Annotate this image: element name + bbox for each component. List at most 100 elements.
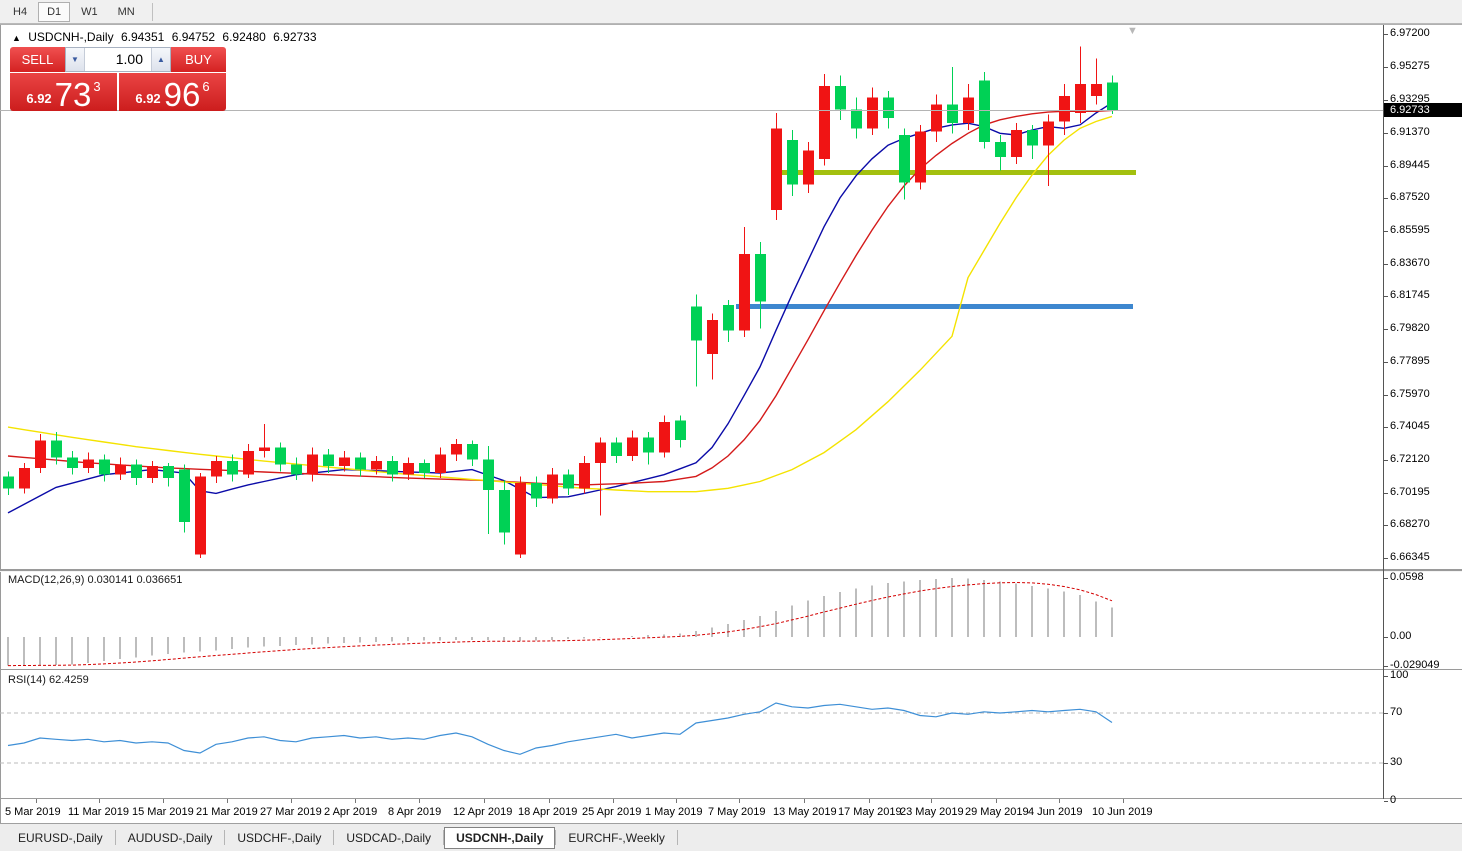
timeframe-button-d1[interactable]: D1 <box>38 1 71 22</box>
one-click-trading-widget: SELL ▼ 1.00 ▲ BUY 6.92 73 3 6.92 96 6 <box>10 47 226 111</box>
date-axis-label[interactable]: 10 Jun 2019 <box>1092 806 1153 818</box>
rsi-axis-label[interactable]: 0 <box>1390 794 1397 806</box>
rsi-axis-label[interactable]: 30 <box>1390 756 1403 768</box>
candle-body <box>1107 82 1118 110</box>
date-axis-tick <box>419 799 420 803</box>
macd-axis-label[interactable]: 0.0598 <box>1390 571 1424 583</box>
date-axis-label[interactable]: 2 Apr 2019 <box>324 806 378 818</box>
macd-axis-label[interactable]: -0.029049 <box>1390 659 1440 671</box>
price-chart-canvas[interactable] <box>0 25 1383 569</box>
macd-histogram-bar <box>535 637 537 641</box>
price-axis-label[interactable]: 6.95275 <box>1390 60 1430 72</box>
symbol-tab-eurusd-daily[interactable]: EURUSD-,Daily <box>18 830 103 845</box>
candle-body <box>787 140 798 185</box>
date-axis-label[interactable]: 13 May 2019 <box>773 806 837 818</box>
price-axis-label[interactable]: 6.97200 <box>1390 27 1430 39</box>
rsi-axis-label[interactable]: 70 <box>1390 706 1403 718</box>
date-axis-label[interactable]: 25 Apr 2019 <box>582 806 642 818</box>
candle-body <box>19 467 30 489</box>
macd-histogram-bar <box>167 637 169 654</box>
macd-histogram-bar <box>727 624 729 637</box>
date-axis-label[interactable]: 15 Mar 2019 <box>132 806 194 818</box>
pane-separator-price-macd[interactable] <box>0 569 1462 572</box>
price-axis-label[interactable]: 6.89445 <box>1390 159 1430 171</box>
macd-axis-tick <box>1384 666 1388 667</box>
macd-histogram-bar <box>503 637 505 641</box>
candle-body <box>227 461 238 475</box>
price-axis-label[interactable]: 6.74045 <box>1390 420 1430 432</box>
date-axis-label[interactable]: 4 Jun 2019 <box>1028 806 1083 818</box>
price-axis-label[interactable]: 6.77895 <box>1390 355 1430 367</box>
pane-separator-macd-rsi[interactable] <box>0 669 1462 670</box>
timeframe-toolbar: H4 D1 W1 MN <box>0 0 1462 24</box>
date-axis-label[interactable]: 18 Apr 2019 <box>518 806 578 818</box>
date-axis-label[interactable]: 21 Mar 2019 <box>196 806 258 818</box>
date-axis-label[interactable]: 7 May 2019 <box>708 806 766 818</box>
price-axis-label[interactable]: 6.68270 <box>1390 518 1430 530</box>
candle-body <box>419 462 430 473</box>
timeframe-button-h4[interactable]: H4 <box>13 5 28 18</box>
symbol-tab-audusd-daily[interactable]: AUDUSD-,Daily <box>127 830 213 845</box>
price-axis-label[interactable]: 6.83670 <box>1390 257 1430 269</box>
sell-price-sup: 3 <box>93 79 101 94</box>
macd-histogram-bar <box>1095 601 1097 637</box>
symbol-tab-divider <box>114 830 116 845</box>
buy-button[interactable]: BUY <box>171 47 226 72</box>
macd-histogram-bar <box>903 581 905 637</box>
price-axis-label[interactable]: 6.72120 <box>1390 453 1430 465</box>
symbol-tab-usdcad-daily[interactable]: USDCAD-,Daily <box>346 830 432 845</box>
date-axis-label[interactable]: 12 Apr 2019 <box>453 806 513 818</box>
price-axis-label[interactable]: 6.91370 <box>1390 126 1430 138</box>
price-axis-label[interactable]: 6.85595 <box>1390 224 1430 236</box>
symbol-tab-bar: EURUSD-,Daily AUDUSD-,Daily USDCHF-,Daily U… <box>0 824 1462 851</box>
macd-histogram-bar <box>599 637 601 638</box>
price-axis-label[interactable]: 6.81745 <box>1390 289 1430 301</box>
support-ray[interactable] <box>736 304 1133 309</box>
symbol-tab-eurchf-weekly[interactable]: EURCHF-,Weekly <box>568 830 665 845</box>
resistance-ray[interactable] <box>776 170 1136 175</box>
date-axis-label[interactable]: 17 May 2019 <box>838 806 902 818</box>
candle-body <box>339 457 350 467</box>
volume-input[interactable]: 1.00 <box>115 51 143 67</box>
rsi-axis-label[interactable]: 100 <box>1390 669 1409 681</box>
price-axis-label[interactable]: 6.66345 <box>1390 551 1430 563</box>
sell-price-panel[interactable]: 6.92 73 3 <box>10 73 117 111</box>
macd-histogram-bar <box>151 637 153 656</box>
candle-body <box>707 320 718 355</box>
price-axis-label[interactable]: 6.70195 <box>1390 486 1430 498</box>
symbol-tab-usdcnh-daily[interactable]: USDCNH-,Daily <box>444 826 556 849</box>
volume-decrease-button[interactable]: ▼ <box>66 48 85 71</box>
price-axis-tick <box>1384 460 1388 461</box>
scroll-to-end-icon[interactable]: ▼ <box>1127 25 1138 37</box>
date-axis-label[interactable]: 27 Mar 2019 <box>260 806 322 818</box>
candle-body <box>115 464 126 475</box>
rsi-chart-canvas[interactable] <box>0 671 1383 798</box>
sell-price-big: 73 <box>54 75 92 113</box>
price-axis-label[interactable]: 6.79820 <box>1390 322 1430 334</box>
date-axis-label[interactable]: 8 Apr 2019 <box>388 806 442 818</box>
date-axis-label[interactable]: 5 Mar 2019 <box>5 806 61 818</box>
date-axis-label[interactable]: 23 May 2019 <box>900 806 964 818</box>
price-axis-tick <box>1384 133 1388 134</box>
timeframe-button-w1[interactable]: W1 <box>81 5 98 18</box>
date-axis-label[interactable]: 11 Mar 2019 <box>68 806 129 818</box>
date-axis-label[interactable]: 1 May 2019 <box>645 806 703 818</box>
macd-histogram-bar <box>359 637 361 643</box>
macd-axis-label[interactable]: 0.00 <box>1390 630 1412 642</box>
date-axis-label[interactable]: 29 May 2019 <box>965 806 1029 818</box>
price-axis-label[interactable]: 6.93295 <box>1390 93 1430 105</box>
volume-increase-button[interactable]: ▲ <box>151 48 170 71</box>
sell-price-prefix: 6.92 <box>26 91 52 106</box>
timeframe-button-mn[interactable]: MN <box>117 5 135 18</box>
price-axis-label[interactable]: 6.87520 <box>1390 191 1430 203</box>
macd-label: MACD(12,26,9) 0.030141 0.036651 <box>8 574 182 586</box>
symbol-tab-usdchf-daily[interactable]: USDCHF-,Daily <box>237 830 322 845</box>
macd-chart-canvas[interactable] <box>0 571 1383 669</box>
macd-histogram-bar <box>519 637 521 642</box>
sell-button[interactable]: SELL <box>10 47 65 72</box>
candle-body <box>611 442 622 456</box>
price-axis-label[interactable]: 6.75970 <box>1390 388 1430 400</box>
buy-price-sup: 6 <box>202 79 210 94</box>
buy-price-panel[interactable]: 6.92 96 6 <box>119 73 226 111</box>
candle-body <box>403 462 414 475</box>
